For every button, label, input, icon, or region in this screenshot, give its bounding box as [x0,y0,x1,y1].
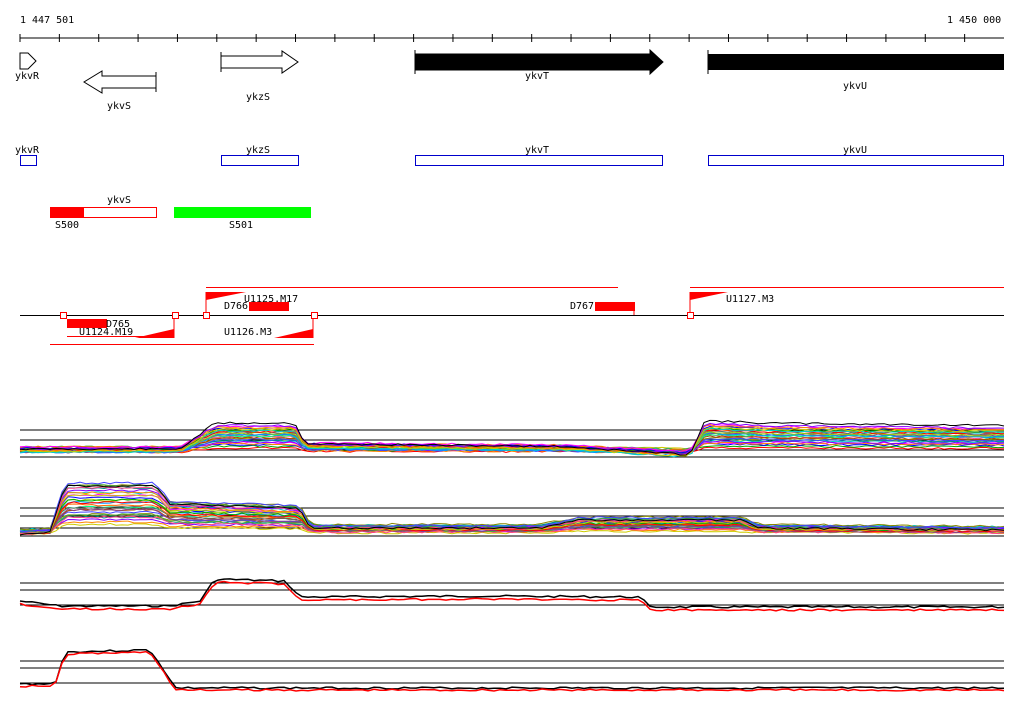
segment-label-S500: S500 [55,220,79,231]
track2-profile-line [19,501,1005,535]
shift-marker-2 [172,312,179,319]
track1-max-line [19,419,1005,456]
track1-profile-line [19,441,1005,455]
segments: ykvS S500 S501 [50,195,311,231]
gene-box-label-ykvR: ykvR [15,145,40,156]
transcription-shifts: U1125.M17 U1127.M3 U1124.M19 U1126.M3 D7… [20,287,1004,345]
downshift-D766-bar[interactable] [249,302,289,311]
track2-profile-line [19,484,1005,531]
upshift-label-U1125: U1125.M17 [244,294,298,305]
track1-profile-line [19,423,1004,456]
upshift-label-U1126: U1126.M3 [224,327,272,338]
gene-label-ykvU: ykvU [843,81,867,92]
gene-box-ykzS[interactable] [221,155,299,166]
shift-marker-4 [311,312,318,319]
gene-box-label-ykvU: ykvU [843,145,867,156]
shift-marker-5 [687,312,694,319]
gene-label-ykzS: ykzS [246,92,270,103]
expression-track-3 [19,578,1005,612]
coordinate-ruler: 1 447 501 1 450 000 [19,15,1004,42]
segment-label-S501: S501 [229,220,253,231]
track2-profile-line [19,522,1005,536]
gene-arrow-ykvT[interactable] [414,48,664,76]
expression-track-2 [19,481,1005,537]
gene-box-label-ykvT: ykvT [525,145,549,156]
shift-marker-1 [60,312,67,319]
gene-label-ykvR: ykvR [15,71,40,82]
track3-line-black [19,578,1005,609]
track3-line-red [19,580,1005,612]
upshift-label-U1124: U1124.M19 [79,327,133,338]
track1-profile-line [19,426,1005,457]
track2-profile-line [19,508,1005,535]
gene-box-ykvU[interactable] [708,155,1004,166]
upshift-U1126-marker[interactable] [274,329,313,338]
downshift-D765-bar[interactable] [67,319,107,328]
track2-profile-line [19,481,1005,533]
ruler-end-label: 1 450 000 [947,15,1001,26]
upshift-label-U1127: U1127.M3 [726,294,774,305]
segment-S500-fill [50,207,84,218]
downshift-label-D767: D767 [570,301,594,312]
track4-line-red [19,650,1005,692]
track2-max-line [19,484,1005,536]
gene-label-ykvT: ykvT [525,71,549,82]
gene-arrows: ykvR ykvS ykzS ykvT ykvU [15,48,1004,112]
gene-label-ykvS: ykvS [107,101,131,112]
gene-arrow-ykvS[interactable] [83,70,157,94]
upshift-U1127-marker[interactable] [690,292,728,300]
ruler-ticks [19,34,966,42]
shift-marker-3 [203,312,210,319]
gene-box-ykvT[interactable] [415,155,663,166]
upshift-U1125-marker[interactable] [206,292,246,300]
gene-arrow-ykvR[interactable] [19,52,37,70]
downshift-label-D765: D765 [106,319,130,330]
gene-arrow-ykzS[interactable] [220,50,299,74]
gene-arrow-ykvU[interactable] [708,54,1004,70]
track4-line-black [19,648,1005,690]
segment-gene-label-ykvS: ykvS [107,195,131,206]
ruler-start-label: 1 447 501 [20,15,74,26]
gene-box-label-ykzS: ykzS [246,145,270,156]
expression-track-1 [19,419,1005,458]
upshift-U1124-marker[interactable] [135,329,174,338]
gene-box-ykvR[interactable] [20,155,37,166]
gene-boxes: ykvR ykzS ykvT ykvU [15,145,1004,166]
downshift-label-D766: D766 [224,301,248,312]
downshift-D767-bar[interactable] [595,302,635,311]
expression-track-4 [19,648,1005,692]
segment-S501[interactable] [174,207,311,218]
